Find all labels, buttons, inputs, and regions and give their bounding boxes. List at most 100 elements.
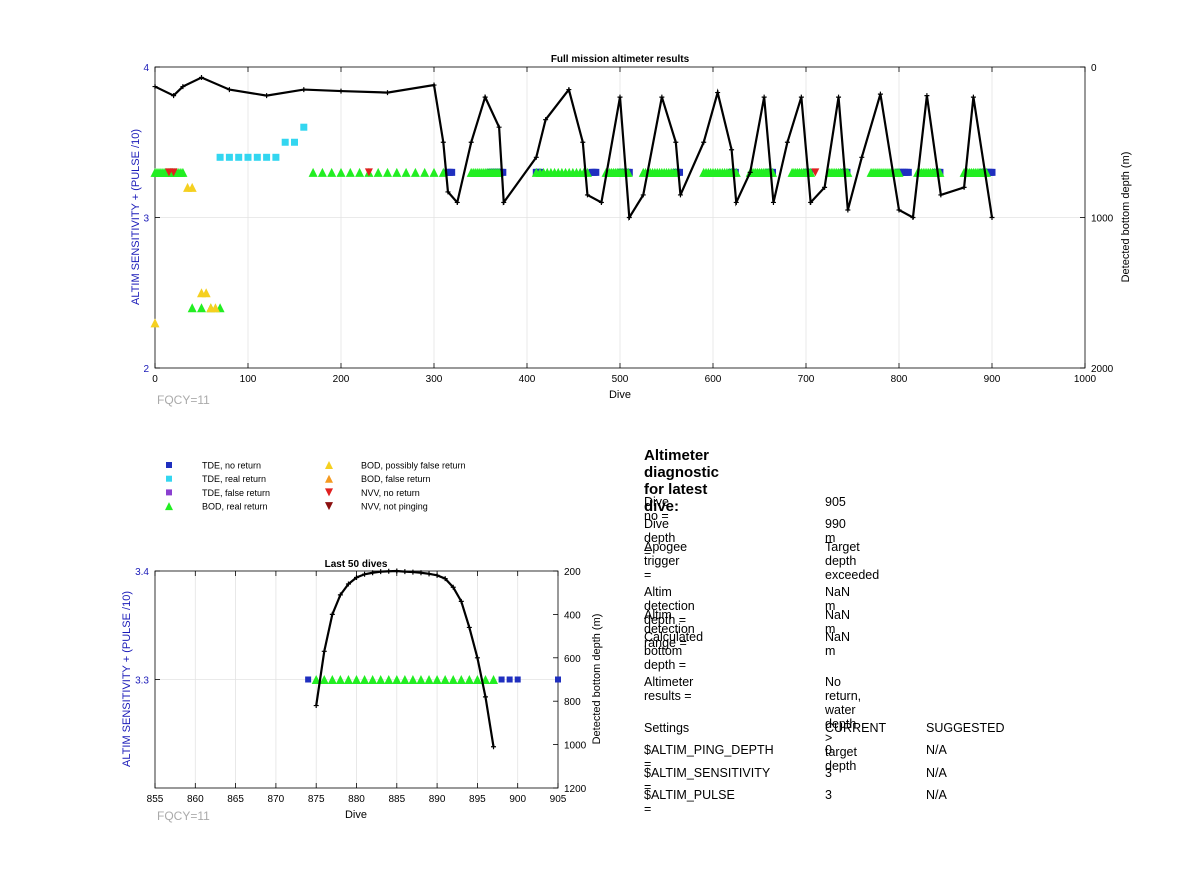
top-depth-point [733,199,739,205]
top-depth-point [859,154,865,160]
top-y-tick-label-left: 3 [143,214,149,225]
top-depth-point [784,139,790,145]
bottom-x-tick-label: 895 [469,794,486,805]
top-y-tick-label-left: 4 [143,63,149,74]
bottom-bod-real-return-marker [311,675,321,684]
bottom-y-tick-label-right: 800 [564,697,581,708]
top-depth-point [533,154,539,160]
top-x-tick-label: 900 [984,374,1001,385]
bottom-bod-real-return-marker [400,675,410,684]
legend-label: TDE, no return [202,461,261,471]
bottom-y-tick-label-right: 1000 [564,741,587,752]
bottom-depth-point [329,611,335,617]
top-bod-real-return-marker [197,303,206,313]
top-depth-point [747,169,753,175]
top-depth-point [938,192,944,198]
bottom-tde-no-return-marker [498,676,505,683]
top-depth-point [226,87,232,93]
apogee-trigger-label: Apogee trigger = [644,540,688,582]
bottom-tde-no-return-marker [555,676,561,683]
bottom-y-tick-label-right: 600 [564,654,581,665]
top-footnote: FQCY=11 [157,393,210,407]
bottom-depth-point [426,571,432,577]
bottom-chart: Last 50 dives Dive ALTIM SENSITIVITY + (… [121,559,603,823]
top-depth-point [566,87,572,93]
bottom-depth-point [370,570,376,576]
legend-marker-triangle-up [325,461,333,469]
top-depth-point [924,93,930,99]
top-x-tick-label: 200 [333,374,350,385]
top-depth-point [729,147,735,153]
top-depth-point [970,94,976,100]
bottom-bod-real-return-marker [343,675,353,684]
bottom-x-tick-label: 870 [268,794,285,805]
pulse-label: $ALTIM_PULSE = [644,788,735,816]
bottom-depth-point [466,624,472,630]
top-depth-point [496,124,502,130]
bottom-footnote: FQCY=11 [157,809,210,823]
bottom-y-tick-label-right: 1200 [564,784,587,795]
top-y-axis-label-right: Detected bottom depth (m) [1120,152,1132,283]
altimeter-results-label: Altimeter results = [644,675,694,703]
bottom-tde-no-return-marker [514,676,521,683]
bottom-x-tick-label: 875 [308,794,325,805]
top-chart-title: Full mission altimeter results [551,54,690,65]
top-depth-point [659,94,665,100]
top-depth-point [798,94,804,100]
bottom-bod-real-return-marker [472,675,482,684]
top-depth-point [152,84,158,90]
dive-no-value: 905 [825,495,846,509]
bottom-x-tick-label: 860 [187,794,204,805]
top-bod-real-return-marker [410,167,420,177]
top-grid [155,67,1085,368]
bottom-depth-point [378,569,384,575]
top-bod-real-return-marker [355,167,365,177]
bottom-x-tick-label: 855 [147,794,164,805]
top-depth-point [910,215,916,220]
ping-depth-current: 0 [825,743,832,757]
top-depth-point [482,94,488,100]
bottom-x-tick-label: 880 [348,794,365,805]
top-bod-real-return-marker [894,167,904,177]
top-depth-point [580,139,586,145]
bottom-depth-point [354,575,359,581]
top-depth-point [454,199,460,205]
top-depth-line [154,76,994,221]
bottom-depth-point [434,572,440,578]
top-depth-point [171,93,177,99]
bottom-bod-real-return-marker [335,675,345,684]
bottom-bod-real-return-marker [376,675,386,684]
calculated-bottom-depth-value: NaN m [825,630,851,658]
top-bod-real-return-marker [373,167,383,177]
bottom-y-tick-label-right: 200 [564,567,581,578]
top-x-tick-label: 0 [152,374,158,385]
bottom-bod-real-return-marker [416,675,426,684]
top-depth-point [640,192,646,198]
top-tde-no-return-marker [592,168,600,176]
bottom-depth-line [315,569,495,747]
settings-header: Settings [644,721,690,735]
sensitivity-current: 3 [825,766,832,780]
top-depth-point [989,215,995,220]
top-x-tick-label: 500 [612,374,629,385]
bottom-x-tick-label: 890 [429,794,446,805]
top-depth-point [338,88,344,94]
bottom-y-tick-label-right: 400 [564,610,581,621]
top-bod-real-return-marker [327,167,337,177]
legend-label: NVV, not pinging [361,502,428,512]
legend-label: NVV, no return [361,488,420,498]
top-tde-real-return-marker [235,153,243,161]
bottom-x-tick-label: 865 [227,794,244,805]
top-depth-point [431,82,437,88]
bottom-marks [305,568,561,750]
top-depth-point [677,192,683,198]
bottom-x-axis-label: Dive [345,809,367,821]
top-depth-point [845,207,851,213]
legend-label: BOD, possibly false return [361,461,466,471]
top-depth-point [808,199,814,205]
top-chart: Full mission altimeter results Dive ALTI… [130,54,1132,407]
top-bod-possibly-false-marker [210,303,220,313]
top-depth-point [501,199,507,205]
top-tde-real-return-marker [272,153,280,161]
top-depth-point [877,91,883,97]
